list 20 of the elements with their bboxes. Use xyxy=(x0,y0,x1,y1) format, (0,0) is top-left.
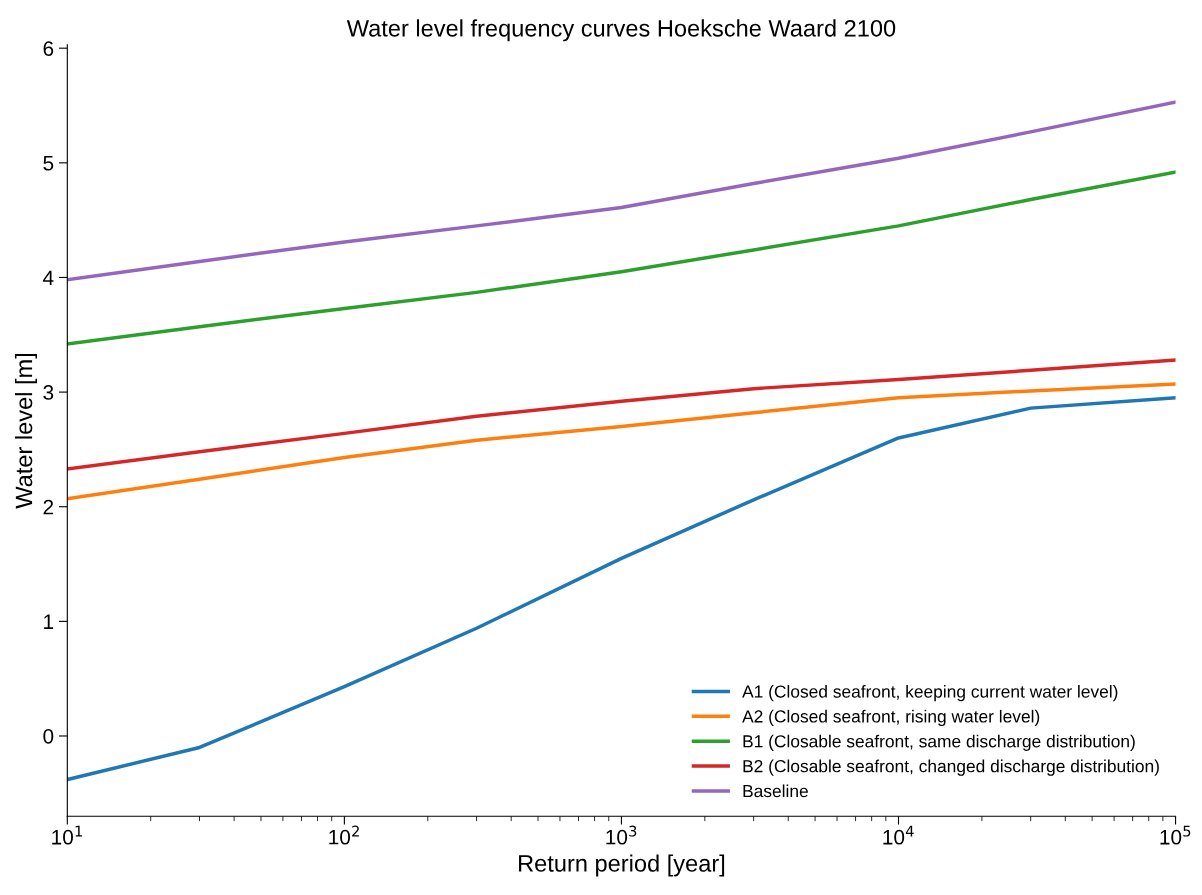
x-tick-label: 10$^{1}$ xyxy=(52,825,82,845)
y-tick-label: 1 xyxy=(44,614,54,629)
legend-label: A2 (Closed seafront, rising water level) xyxy=(742,709,1040,727)
legend-label: B1 (Closable seafront, same discharge distribution) xyxy=(743,734,1135,751)
x-tick-label: 10$^{5}$ xyxy=(1160,825,1191,845)
legend-label: A1 (Closed seafront, keeping current water level) xyxy=(742,684,1118,702)
legend-label: B2 (Closable seafront, changed discharge distribution) xyxy=(743,759,1159,776)
x-axis-title: Return period [year] xyxy=(519,854,725,877)
y-tick-label: 6 xyxy=(43,41,54,56)
y-tick-label: 2 xyxy=(43,499,54,515)
chart-title: Water level frequency curves Hoeksche Waard 2100 xyxy=(346,19,896,42)
y-tick-label: 4 xyxy=(43,270,54,286)
y-tick-label: 3 xyxy=(43,385,54,400)
x-tick-label: 10$^{4}$ xyxy=(883,825,914,845)
y-axis-title: Water level [m] xyxy=(14,353,37,509)
legend-label: Baseline xyxy=(743,784,808,798)
x-tick-label: 10$^{3}$ xyxy=(606,825,637,845)
y-tick-label: 5 xyxy=(43,156,54,171)
x-tick-label: 10$^{2}$ xyxy=(329,825,359,845)
y-tick-label: 0 xyxy=(43,729,54,744)
